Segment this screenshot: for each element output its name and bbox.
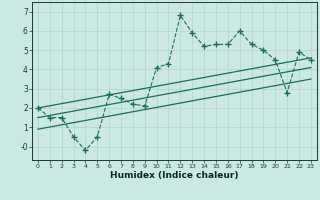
X-axis label: Humidex (Indice chaleur): Humidex (Indice chaleur) <box>110 171 239 180</box>
